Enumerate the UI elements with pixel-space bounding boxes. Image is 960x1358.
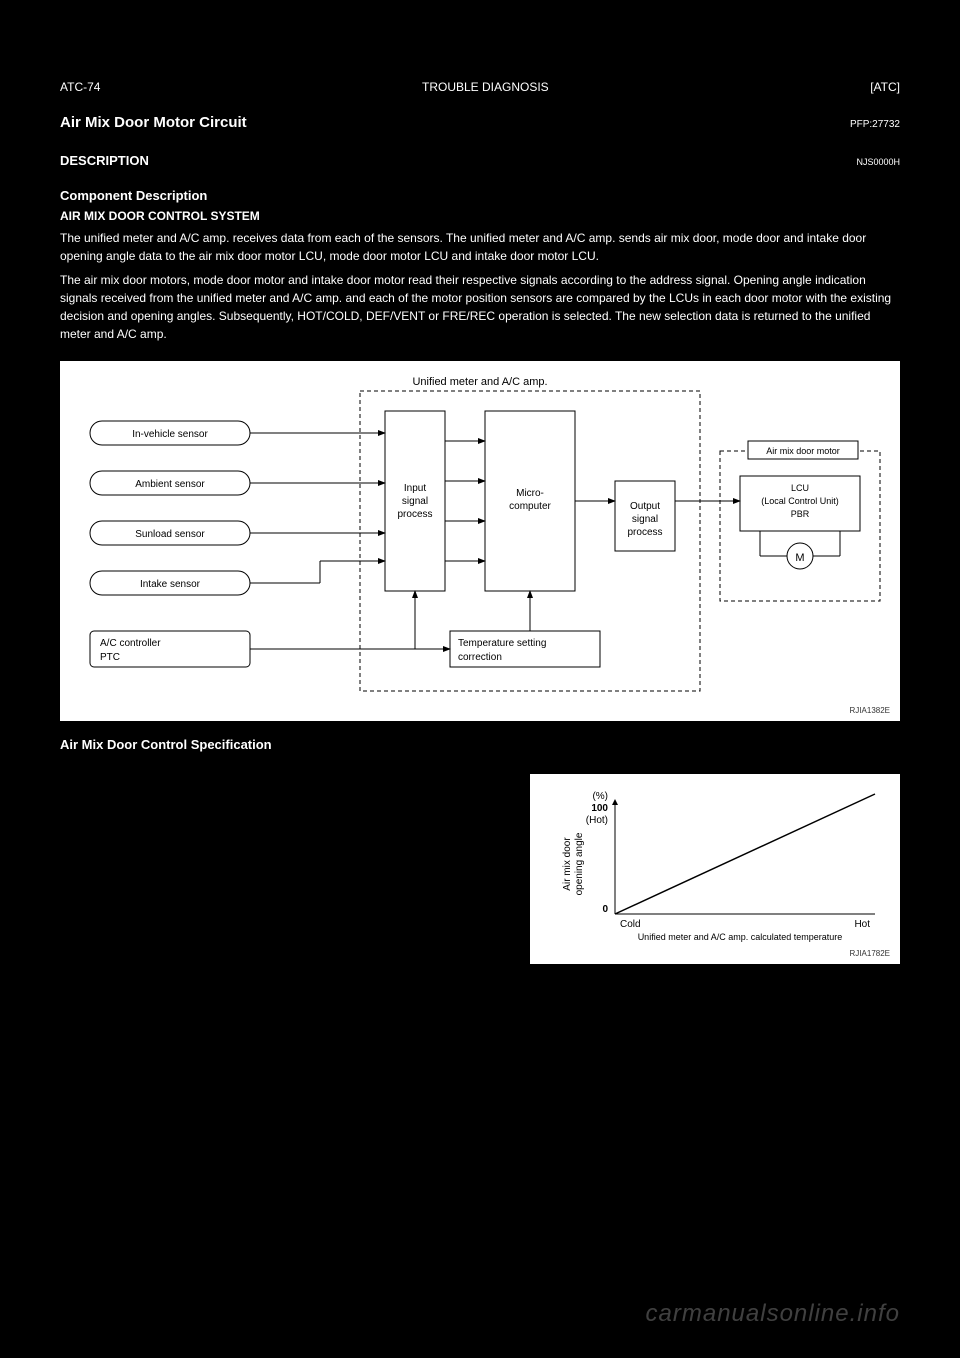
sensor-label: In-vehicle sensor	[132, 429, 208, 440]
diagram-title: Unified meter and A/C amp.	[412, 376, 547, 388]
controller-label-2: PTC	[100, 652, 120, 663]
input-label-1: Input	[404, 483, 426, 494]
y-label-1: Air mix door	[562, 837, 573, 891]
pfp-code: PFP:27732	[850, 119, 900, 130]
sensor-label: Intake sensor	[140, 579, 201, 590]
section-code: [ATC]	[870, 80, 900, 94]
sensor-label: Ambient sensor	[135, 479, 205, 490]
output-label-3: process	[627, 527, 662, 538]
paragraph-2: The air mix door motors, mode door motor…	[60, 271, 900, 343]
controller-label-1: A/C controller	[100, 638, 161, 649]
temp-label-2: correction	[458, 652, 502, 663]
y-min: 0	[602, 904, 608, 915]
chart-code: RJIA1782E	[850, 949, 890, 958]
watermark: carmanualsonline.info	[646, 1300, 900, 1328]
y-unit: (%)	[592, 791, 608, 802]
x-max: Hot	[854, 919, 870, 930]
y-max-sub: (Hot)	[586, 815, 608, 826]
page-header: ATC-74 TROUBLE DIAGNOSIS [ATC]	[60, 80, 900, 94]
description-code: NJS0000H	[856, 157, 900, 167]
block-diagram: Unified meter and A/C amp. In-vehicle se…	[60, 361, 900, 721]
micro-label-2: computer	[509, 501, 551, 512]
sensor-label: Sunload sensor	[135, 529, 205, 540]
motor-boundary	[720, 451, 880, 601]
control-spec-chart: (%) 100 (Hot) 0 Air mix door opening ang…	[530, 774, 900, 964]
x-min: Cold	[620, 919, 641, 930]
sensor-group: In-vehicle sensor Ambient sensor Sunload…	[90, 421, 250, 667]
micro-label-1: Micro-	[516, 488, 544, 499]
data-line	[615, 794, 875, 914]
input-label-3: process	[397, 509, 432, 520]
motor-letter: M	[795, 552, 804, 564]
output-label-2: signal	[632, 514, 658, 525]
x-axis-label: Unified meter and A/C amp. calculated te…	[638, 932, 843, 942]
paragraph-1: The unified meter and A/C amp. receives …	[60, 229, 900, 265]
section-name: TROUBLE DIAGNOSIS	[422, 80, 549, 94]
input-label-2: signal	[402, 496, 428, 507]
system-sub: AIR MIX DOOR CONTROL SYSTEM	[60, 209, 900, 223]
lcu-label-2: (Local Control Unit)	[761, 496, 839, 506]
lcu-label-1: LCU	[791, 483, 809, 493]
description-title: DESCRIPTION	[60, 153, 149, 168]
temp-label-1: Temperature setting	[458, 638, 546, 649]
page-number: ATC-74	[60, 80, 100, 94]
chart-title-text: Air Mix Door Control Specification	[60, 737, 900, 752]
motor-title: Air mix door motor	[766, 446, 840, 456]
y-max: 100	[591, 803, 608, 814]
output-label-1: Output	[630, 501, 660, 512]
diagram-code: RJIA1382E	[850, 706, 890, 715]
y-label-2: opening angle	[574, 832, 585, 895]
component-desc-title: Component Description	[60, 188, 900, 203]
lcu-label-3: PBR	[791, 509, 810, 519]
main-title: Air Mix Door Motor Circuit	[60, 114, 247, 131]
